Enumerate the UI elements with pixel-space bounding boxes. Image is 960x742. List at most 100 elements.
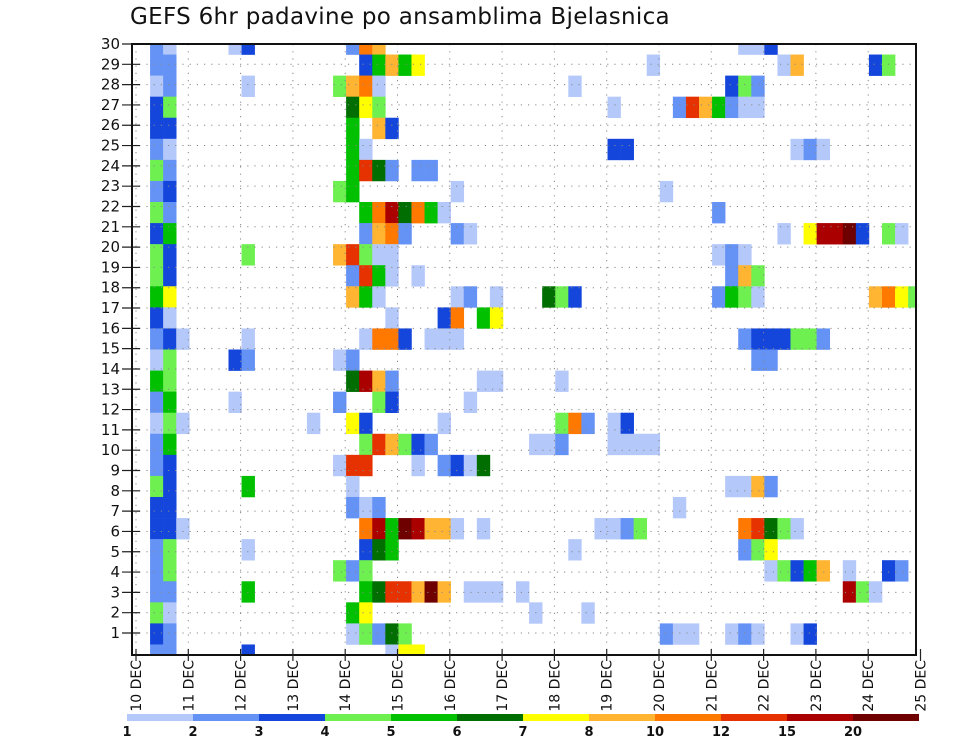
heatmap-cell	[359, 223, 373, 245]
heatmap-cell	[881, 223, 896, 245]
heatmap-cell	[398, 202, 412, 224]
heatmap-cell	[150, 286, 164, 308]
y-tick-label: 5	[110, 543, 120, 561]
heatmap-cell	[463, 223, 478, 245]
heatmap-cell	[163, 44, 177, 55]
heatmap-cell	[881, 286, 896, 308]
heatmap-cell	[333, 391, 347, 414]
heatmap-cell	[359, 328, 373, 350]
heatmap-cell	[398, 54, 412, 76]
heatmap-cell	[450, 328, 465, 350]
x-tick-label: 16 DEC	[443, 660, 459, 712]
heatmap-cell	[163, 265, 177, 287]
heatmap-cell	[163, 623, 177, 645]
legend-swatch	[457, 714, 523, 721]
heatmap-cell	[516, 581, 530, 603]
heatmap-cell	[581, 412, 595, 435]
heatmap-cell	[751, 286, 765, 308]
y-tick-label: 4	[110, 563, 120, 581]
heatmap-cell	[712, 202, 726, 224]
heatmap-cell	[764, 328, 778, 350]
heatmap-cell	[346, 412, 360, 435]
heatmap-cell	[777, 54, 791, 76]
heatmap-cell	[150, 581, 164, 603]
heatmap-cell	[816, 560, 831, 582]
y-tick-label: 25	[101, 137, 120, 155]
heatmap-cell	[738, 623, 752, 645]
heatmap-cell	[163, 560, 177, 582]
heatmap-cell	[346, 286, 360, 308]
heatmap-cell	[150, 602, 164, 624]
y-tick-label: 15	[101, 340, 120, 358]
heatmap-cell	[359, 623, 373, 645]
heatmap-cell	[385, 223, 399, 245]
heatmap-cell	[895, 286, 909, 308]
heatmap-cell	[163, 328, 177, 350]
heatmap-cell	[372, 96, 386, 119]
heatmap-cell	[359, 96, 373, 119]
heatmap-cell	[764, 560, 778, 582]
heatmap-cell	[372, 244, 386, 266]
y-tick-label: 13	[101, 380, 120, 398]
heatmap-cell	[895, 223, 909, 245]
legend-label: 1	[122, 725, 131, 740]
y-tick-label: 30	[101, 35, 120, 53]
heatmap-cell	[450, 286, 465, 308]
y-tick-label: 28	[101, 76, 120, 94]
heatmap-cell	[738, 475, 752, 498]
heatmap-cell	[346, 138, 360, 161]
heatmap-cell	[881, 560, 896, 582]
heatmap-cell	[372, 223, 386, 245]
heatmap-cell	[150, 412, 164, 435]
x-tick-label: 14 DEC	[338, 660, 354, 712]
y-tick-label: 8	[110, 482, 120, 500]
heatmap-cell	[306, 412, 321, 435]
heatmap-cell	[437, 581, 451, 603]
heatmap-cell	[790, 623, 804, 645]
heatmap-cell	[529, 433, 543, 456]
heatmap-cell	[372, 539, 386, 561]
heatmap-cell	[411, 159, 425, 182]
heatmap-cell	[150, 560, 164, 582]
x-tick-label: 23 DEC	[809, 660, 825, 712]
heatmap-cell	[372, 265, 386, 287]
heatmap-cell	[241, 644, 255, 655]
heatmap-cell	[163, 475, 177, 498]
heatmap-cell	[176, 518, 190, 540]
heatmap-cell	[672, 496, 687, 519]
heatmap-cell	[620, 518, 634, 540]
heatmap-cell	[163, 202, 177, 224]
heatmap-cell	[163, 307, 177, 329]
heatmap-cell	[777, 223, 791, 245]
heatmap-cell	[816, 328, 831, 350]
heatmap-cell	[725, 286, 739, 308]
y-tick-label: 20	[101, 238, 120, 256]
heatmap-cell	[450, 454, 465, 477]
y-tick-label: 12	[101, 401, 120, 419]
heatmap-cell	[764, 518, 778, 540]
heatmap-cell	[385, 518, 399, 540]
heatmap-cell	[777, 560, 791, 582]
heatmap-cell	[398, 518, 412, 540]
heatmap-cell	[424, 433, 438, 456]
heatmap-cell	[346, 560, 360, 582]
heatmap-cell	[385, 623, 399, 645]
heatmap-cell	[751, 518, 765, 540]
heatmap-cell	[450, 307, 465, 329]
x-tick-label: 19 DEC	[600, 660, 616, 712]
heatmap-cell	[476, 370, 491, 392]
heatmap-cell	[437, 518, 451, 540]
heatmap-cell	[463, 391, 478, 414]
heatmap-cell	[855, 581, 870, 603]
heatmap-cell	[372, 54, 386, 76]
heatmap-cell	[176, 328, 190, 350]
heatmap-cell	[829, 223, 844, 245]
heatmap-cell	[398, 433, 412, 456]
heatmap-cell	[463, 286, 478, 308]
heatmap-cell	[346, 475, 360, 498]
heatmap-cell	[738, 286, 752, 308]
heatmap-cell	[803, 138, 817, 161]
heatmap-cell	[346, 349, 360, 371]
heatmap-cell	[411, 581, 425, 603]
heatmap-cell	[751, 623, 765, 645]
